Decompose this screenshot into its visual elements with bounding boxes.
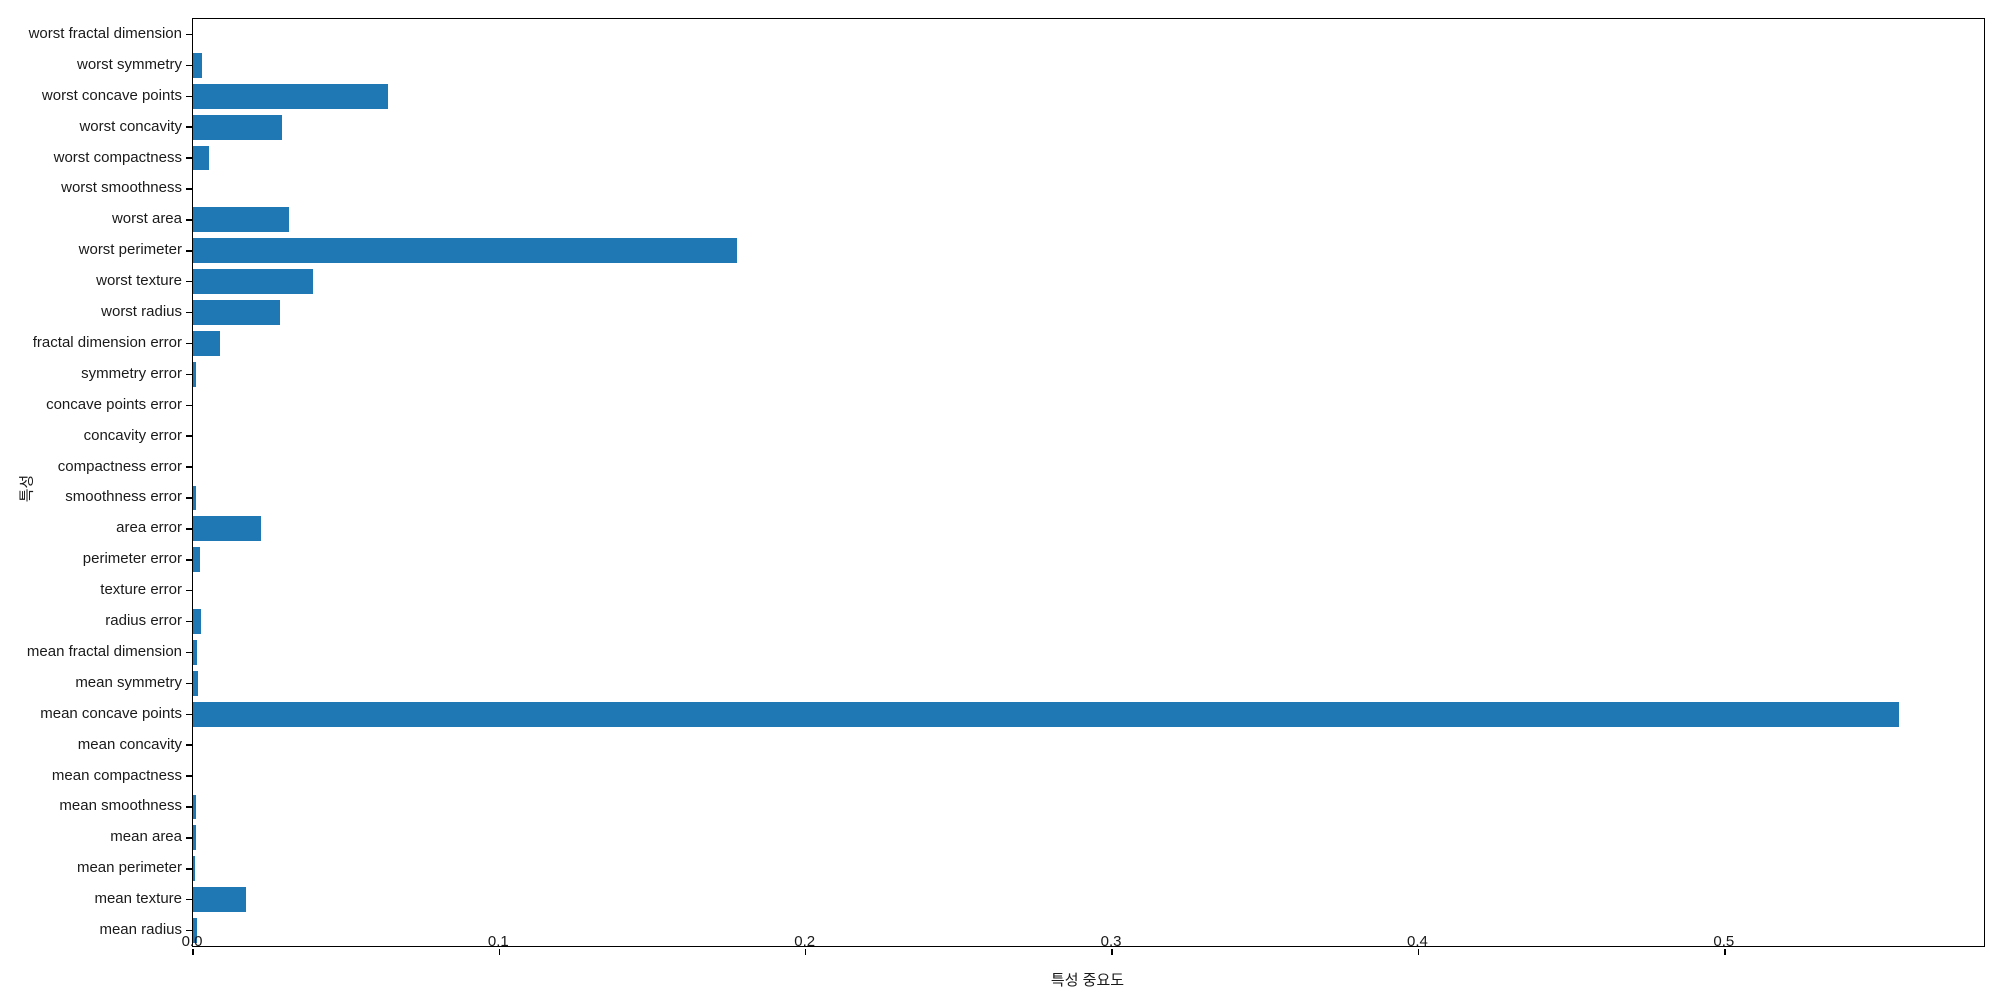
- y-tick-label: worst concavity: [79, 117, 182, 135]
- y-tick-mark: [185, 64, 192, 67]
- bar: [193, 331, 221, 356]
- y-tick-label: worst radius: [101, 303, 182, 321]
- plot-area: [185, 18, 1985, 955]
- x-axis-title: 특성 중요도: [1050, 972, 1125, 989]
- y-tick-mark: [185, 528, 192, 530]
- y-tick-mark: [185, 589, 192, 592]
- bar: [193, 825, 196, 851]
- y-tick-mark: [185, 868, 192, 870]
- y-tick-label: mean concave points: [40, 704, 182, 722]
- bar: [193, 114, 283, 140]
- y-tick-label: worst perimeter: [78, 241, 182, 259]
- y-tick-mark: [185, 157, 192, 159]
- bar: [193, 887, 246, 912]
- y-tick-label: worst compactness: [53, 148, 182, 166]
- y-tick-label: mean smoothness: [59, 797, 182, 815]
- x-tick-mark: [1111, 949, 1113, 955]
- y-tick-label: mean area: [110, 828, 182, 846]
- y-tick-label: mean perimeter: [76, 859, 182, 877]
- y-tick-mark: [185, 126, 192, 128]
- y-tick-label: worst texture: [96, 272, 182, 290]
- y-tick-label: worst concave points: [41, 86, 182, 104]
- y-tick-label: worst smoothness: [61, 179, 182, 197]
- y-tick-label: area error: [116, 519, 182, 537]
- y-tick-mark: [185, 311, 192, 314]
- bar: [193, 516, 262, 542]
- y-tick-label: texture error: [100, 581, 182, 599]
- bar: [193, 485, 196, 511]
- x-tick-mark: [804, 949, 807, 955]
- y-tick-mark: [185, 466, 192, 468]
- y-tick-mark: [185, 651, 192, 654]
- y-tick-mark: [185, 682, 192, 685]
- y-tick-mark: [185, 95, 192, 97]
- y-tick-mark: [185, 280, 192, 283]
- y-axis-title: 특성: [18, 474, 36, 503]
- y-tick-mark: [185, 744, 192, 746]
- bar: [193, 640, 197, 665]
- y-tick-mark: [185, 33, 192, 36]
- y-tick-label: mean radius: [99, 921, 182, 939]
- y-tick-label: worst symmetry: [77, 55, 182, 73]
- y-tick-label: symmetry error: [81, 364, 182, 382]
- y-tick-label: mean concavity: [77, 735, 182, 753]
- y-tick-label: fractal dimension error: [32, 333, 182, 351]
- y-tick-label: worst area: [111, 210, 182, 228]
- y-tick-label: mean fractal dimension: [26, 642, 182, 660]
- x-tick-mark: [498, 949, 501, 955]
- y-tick-mark: [185, 620, 192, 623]
- y-tick-mark: [185, 713, 192, 715]
- bar: [193, 918, 197, 943]
- bar: [193, 794, 196, 820]
- bar: [193, 238, 738, 264]
- y-tick-label: radius error: [105, 612, 182, 630]
- bar: [193, 269, 314, 294]
- x-tick-mark: [1724, 949, 1726, 955]
- y-tick-mark: [185, 404, 192, 406]
- y-tick-mark: [185, 806, 192, 808]
- bar: [193, 83, 389, 109]
- y-tick-mark: [185, 775, 192, 777]
- y-tick-label: concave points error: [46, 395, 182, 413]
- y-tick-label: mean compactness: [51, 766, 182, 784]
- y-tick-mark: [185, 219, 192, 221]
- y-tick-mark: [185, 559, 192, 561]
- y-tick-mark: [185, 837, 192, 839]
- y-tick-label: worst fractal dimension: [28, 24, 182, 42]
- bar: [193, 701, 1899, 727]
- bar: [193, 670, 198, 696]
- bar: [193, 300, 281, 325]
- y-tick-mark: [185, 373, 192, 376]
- y-tick-mark: [185, 497, 192, 499]
- bar: [193, 145, 209, 171]
- y-tick-mark: [185, 898, 192, 901]
- bar: [193, 609, 201, 634]
- y-tick-label: mean symmetry: [75, 673, 182, 691]
- y-tick-label: concavity error: [83, 426, 182, 444]
- y-tick-mark: [185, 342, 192, 345]
- y-tick-label: compactness error: [57, 457, 182, 475]
- bar: [193, 207, 289, 233]
- y-tick-mark: [185, 929, 192, 932]
- bar: [193, 52, 202, 78]
- y-tick-mark: [185, 188, 192, 190]
- y-tick-mark: [185, 250, 192, 252]
- y-tick-label: mean texture: [94, 890, 182, 908]
- bar: [193, 361, 196, 387]
- y-tick-label: perimeter error: [82, 550, 182, 568]
- y-tick-mark: [185, 435, 192, 437]
- bar: [193, 856, 195, 882]
- bar: [193, 547, 200, 573]
- x-tick-mark: [192, 949, 194, 955]
- x-tick-mark: [1417, 949, 1420, 955]
